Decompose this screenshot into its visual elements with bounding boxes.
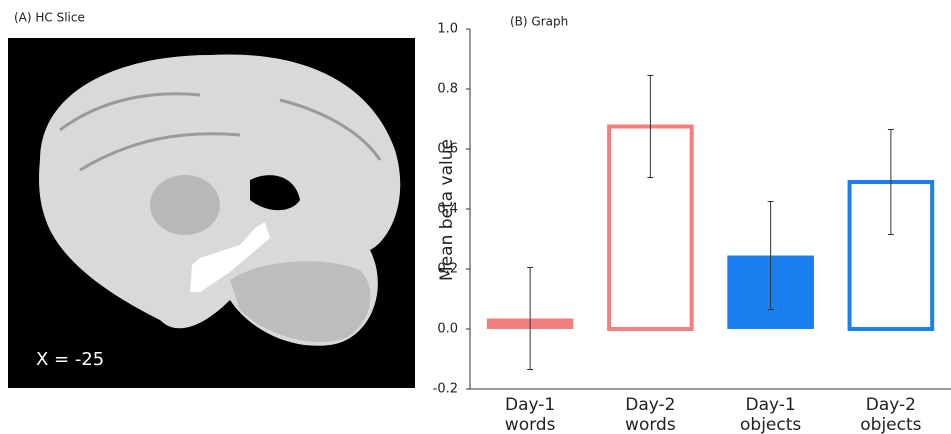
- x-tick-label: Day-2: [625, 395, 675, 415]
- y-tick-label: 0.2: [437, 262, 458, 277]
- gyri: [59, 92, 382, 172]
- y-tick-label: 1.0: [437, 22, 458, 37]
- ventricle: [250, 175, 300, 211]
- y-tick-label: 0.6: [437, 142, 458, 157]
- x-tick-label: words: [625, 415, 676, 434]
- slice-coordinate: X = -25: [36, 349, 104, 370]
- x-tick-label: objects: [860, 415, 921, 434]
- chart-title: (B) Graph: [510, 15, 568, 29]
- y-tick-label: 0.4: [437, 202, 458, 217]
- panel-b: (B) Graph Mean beta value -0.2 0.0 0.2 0.4 0…: [433, 15, 951, 434]
- y-tick-label: -0.2: [433, 382, 458, 397]
- x-tick-label: words: [505, 415, 556, 434]
- x-tick-label: objects: [740, 415, 801, 434]
- x-tick-label: Day-1: [505, 395, 555, 415]
- thalamus: [150, 175, 220, 235]
- panel-a: (A) HC Slice X = -25: [8, 11, 415, 388]
- y-axis-label: Mean beta value: [437, 139, 457, 281]
- y-tick-label: 0.0: [437, 322, 458, 337]
- hippocampus-mask: [190, 222, 270, 292]
- cerebellum: [230, 261, 371, 342]
- panel-a-title: (A) HC Slice: [14, 11, 85, 25]
- x-tick-label: Day-1: [746, 395, 796, 415]
- x-tick-label: Day-2: [866, 395, 916, 415]
- y-tick-label: 0.8: [437, 82, 458, 97]
